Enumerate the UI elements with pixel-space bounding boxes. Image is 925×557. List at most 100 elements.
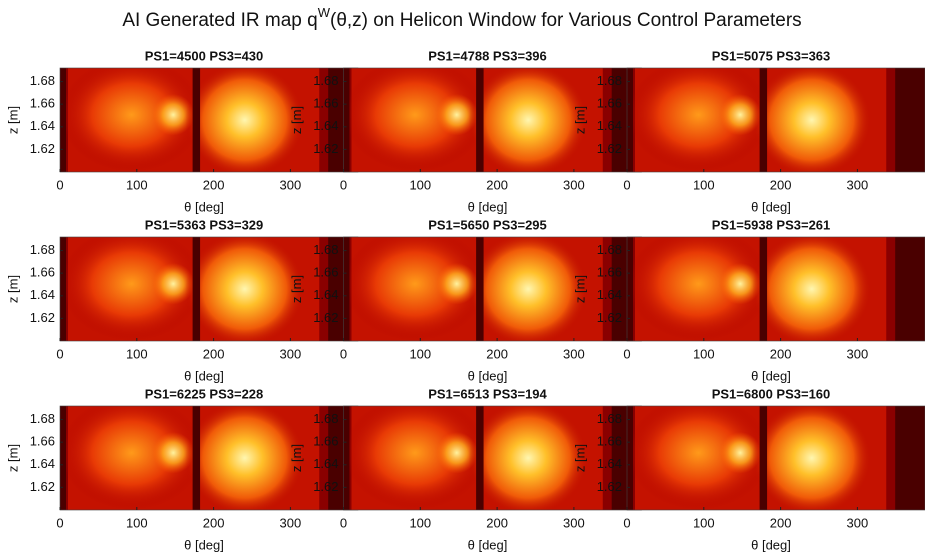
heatmap-seam — [192, 237, 201, 341]
heatmap-hotspot — [719, 432, 762, 474]
x-tick-label: 0 — [56, 177, 63, 192]
panel-title: PS1=4788 PS3=396 — [428, 48, 547, 63]
panel-title: PS1=5938 PS3=261 — [712, 217, 831, 232]
heatmap-lobe — [627, 406, 771, 510]
heatmap-lobe — [752, 68, 872, 172]
heatmap-seam — [759, 68, 768, 172]
panel-title: PS1=6225 PS3=228 — [145, 386, 264, 401]
y-axis-label: z [m] — [5, 275, 20, 303]
x-axis-label: θ [deg] — [184, 368, 224, 383]
y-tick-label: 1.64 — [30, 456, 55, 471]
y-axis-label: z [m] — [5, 444, 20, 472]
panel-title: PS1=5075 PS3=363 — [712, 48, 831, 63]
heatmap-hotspot — [719, 94, 762, 136]
heatmap-lobe — [185, 406, 305, 510]
y-tick-label: 1.66 — [313, 265, 338, 280]
panel-title: PS1=6800 PS3=160 — [712, 386, 831, 401]
heatmap-hotspot — [152, 94, 195, 136]
x-tick-label: 0 — [56, 515, 63, 530]
x-tick-label: 200 — [203, 346, 225, 361]
heatmap-hotspot — [152, 263, 195, 305]
y-tick-label: 1.68 — [313, 411, 338, 426]
y-tick-label: 1.66 — [30, 96, 55, 111]
x-tick-label: 0 — [340, 346, 347, 361]
y-tick-label: 1.68 — [597, 411, 622, 426]
heatmap-lobe — [185, 237, 305, 341]
y-axis-label: z [m] — [572, 444, 587, 472]
y-axis-label: z [m] — [572, 275, 587, 303]
heatmap-image — [627, 406, 925, 510]
y-tick-label: 1.62 — [313, 310, 338, 325]
y-tick-label: 1.64 — [597, 287, 622, 302]
y-tick-label: 1.66 — [597, 434, 622, 449]
y-tick-label: 1.64 — [597, 118, 622, 133]
heatmap-edge — [60, 237, 66, 341]
y-axis-label: z [m] — [572, 106, 587, 134]
x-tick-label: 100 — [409, 515, 431, 530]
heatmap-lobe — [468, 68, 588, 172]
heatmap-edge — [343, 237, 350, 341]
y-tick-label: 1.68 — [313, 73, 338, 88]
y-tick-label: 1.62 — [597, 141, 622, 156]
x-tick-label: 300 — [847, 346, 869, 361]
heatmap-edge — [343, 68, 350, 172]
heatmap-lobe — [752, 406, 872, 510]
y-tick-label: 1.64 — [313, 287, 338, 302]
heatmap-hotspot — [719, 263, 762, 305]
title-superscript: W — [318, 5, 331, 20]
y-tick-label: 1.64 — [313, 456, 338, 471]
x-tick-label: 100 — [693, 177, 715, 192]
heatmap-seam — [476, 406, 484, 510]
y-tick-label: 1.62 — [313, 141, 338, 156]
heatmap-edge — [627, 68, 633, 172]
panel-title: PS1=6513 PS3=194 — [428, 386, 547, 401]
x-tick-label: 100 — [409, 346, 431, 361]
heatmap-seam — [759, 237, 768, 341]
heatmap-lobe — [60, 68, 204, 172]
y-tick-label: 1.68 — [597, 242, 622, 257]
heatmap-image — [343, 406, 642, 510]
figure-title: AI Generated IR map qW(θ,z) on Helicon W… — [122, 5, 801, 31]
y-tick-label: 1.66 — [313, 434, 338, 449]
x-tick-label: 200 — [770, 346, 792, 361]
heatmap-edge — [343, 406, 350, 510]
heatmap-edge — [895, 406, 925, 510]
y-tick-label: 1.66 — [597, 265, 622, 280]
x-tick-label: 200 — [770, 177, 792, 192]
y-tick-label: 1.62 — [30, 310, 55, 325]
x-axis-label: θ [deg] — [751, 199, 791, 214]
y-tick-label: 1.66 — [30, 265, 55, 280]
y-tick-label: 1.64 — [30, 287, 55, 302]
heatmap-seam — [192, 68, 201, 172]
y-tick-label: 1.68 — [30, 242, 55, 257]
y-tick-label: 1.68 — [313, 242, 338, 257]
heatmap-image — [60, 237, 358, 341]
y-tick-label: 1.62 — [313, 479, 338, 494]
heatmap-hotspot — [435, 432, 478, 474]
heatmap-edge — [60, 406, 66, 510]
y-tick-label: 1.64 — [313, 118, 338, 133]
y-axis-label: z [m] — [289, 106, 304, 134]
x-axis-label: θ [deg] — [751, 537, 791, 552]
heatmap-edge — [627, 237, 633, 341]
heatmap-seam — [476, 237, 484, 341]
y-tick-label: 1.64 — [597, 456, 622, 471]
x-tick-label: 100 — [126, 515, 148, 530]
x-tick-label: 300 — [563, 346, 585, 361]
y-tick-label: 1.62 — [30, 479, 55, 494]
heatmap-seam — [476, 68, 484, 172]
x-tick-label: 200 — [486, 346, 508, 361]
heatmap-edge — [895, 68, 925, 172]
heatmap-lobe — [60, 406, 204, 510]
x-tick-label: 200 — [770, 515, 792, 530]
heatmap-lobe — [343, 237, 487, 341]
y-axis-label: z [m] — [289, 444, 304, 472]
x-tick-label: 0 — [56, 346, 63, 361]
heatmap-image — [60, 406, 358, 510]
x-tick-label: 300 — [847, 515, 869, 530]
y-tick-label: 1.68 — [597, 73, 622, 88]
x-tick-label: 300 — [280, 515, 302, 530]
title-text: AI Generated IR map q — [122, 10, 317, 31]
x-tick-label: 0 — [340, 177, 347, 192]
heatmap-seam — [759, 406, 768, 510]
